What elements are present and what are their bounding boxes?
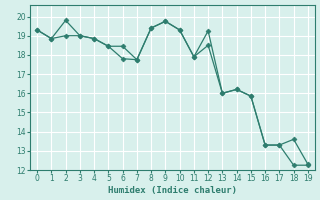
X-axis label: Humidex (Indice chaleur): Humidex (Indice chaleur)	[108, 186, 237, 195]
